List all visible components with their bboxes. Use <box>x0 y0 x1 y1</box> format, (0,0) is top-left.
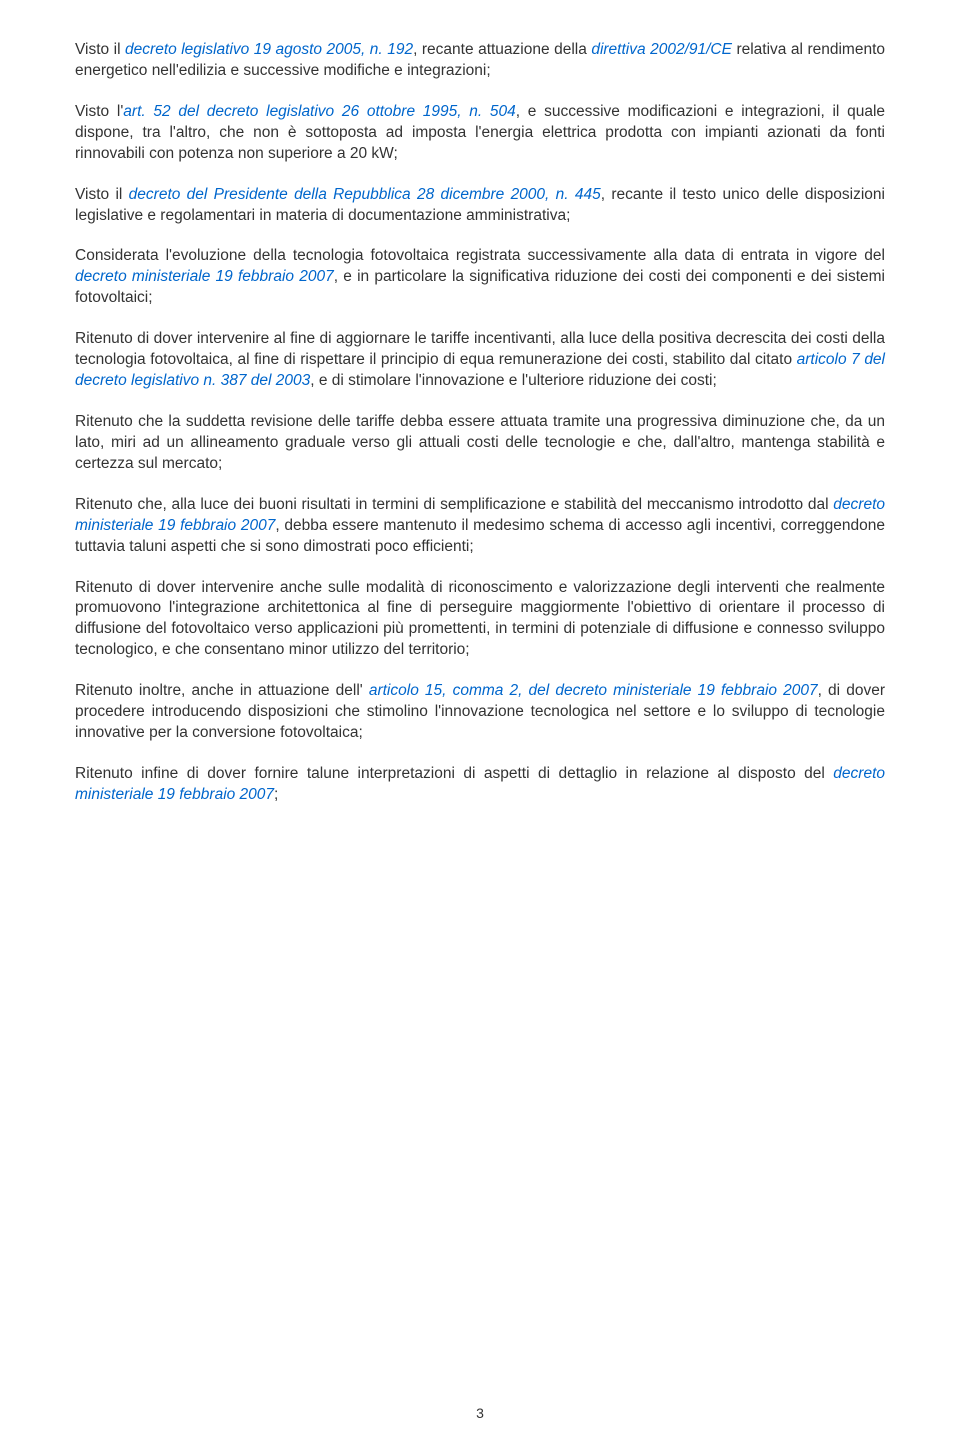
paragraph-9: Ritenuto inoltre, anche in attuazione de… <box>75 681 885 744</box>
page-number: 3 <box>0 1405 960 1421</box>
law-reference-link[interactable]: art. 52 del decreto legislativo 26 ottob… <box>123 103 515 120</box>
paragraph-text: Considerata l'evoluzione della tecnologi… <box>75 247 885 264</box>
paragraph-7: Ritenuto che, alla luce dei buoni risult… <box>75 495 885 558</box>
paragraph-text: Visto l' <box>75 103 123 120</box>
paragraph-text: Ritenuto che, alla luce dei buoni risult… <box>75 496 833 513</box>
paragraph-text: ; <box>274 786 278 803</box>
paragraph-text: Ritenuto di dover intervenire anche sull… <box>75 579 885 659</box>
paragraph-6: Ritenuto che la suddetta revisione delle… <box>75 412 885 475</box>
law-reference-link[interactable]: decreto ministeriale 19 febbraio 2007 <box>75 268 334 285</box>
paragraph-text: Ritenuto infine di dover fornire talune … <box>75 765 833 782</box>
paragraph-1: Visto il decreto legislativo 19 agosto 2… <box>75 40 885 82</box>
paragraph-text: , recante attuazione della <box>413 41 591 58</box>
paragraph-text: Visto il <box>75 186 129 203</box>
document-page: Visto il decreto legislativo 19 agosto 2… <box>0 0 960 1439</box>
paragraph-text: , e di stimolare l'innovazione e l'ulter… <box>310 372 717 389</box>
directive-reference-link[interactable]: direttiva 2002/91/CE <box>591 41 732 58</box>
paragraph-text: Ritenuto che la suddetta revisione delle… <box>75 413 885 472</box>
paragraph-text: Visto il <box>75 41 125 58</box>
paragraph-2: Visto l'art. 52 del decreto legislativo … <box>75 102 885 165</box>
paragraph-10: Ritenuto infine di dover fornire talune … <box>75 764 885 806</box>
paragraph-text: Ritenuto di dover intervenire al fine di… <box>75 330 885 368</box>
paragraph-4: Considerata l'evoluzione della tecnologi… <box>75 246 885 309</box>
paragraph-3: Visto il decreto del Presidente della Re… <box>75 185 885 227</box>
law-reference-link[interactable]: decreto del Presidente della Repubblica … <box>129 186 601 203</box>
paragraph-text: Ritenuto inoltre, anche in attuazione de… <box>75 682 369 699</box>
paragraph-8: Ritenuto di dover intervenire anche sull… <box>75 578 885 662</box>
law-reference-link[interactable]: decreto legislativo 19 agosto 2005, n. 1… <box>125 41 413 58</box>
paragraph-5: Ritenuto di dover intervenire al fine di… <box>75 329 885 392</box>
law-reference-link[interactable]: articolo 15, comma 2, del decreto minist… <box>369 682 818 699</box>
